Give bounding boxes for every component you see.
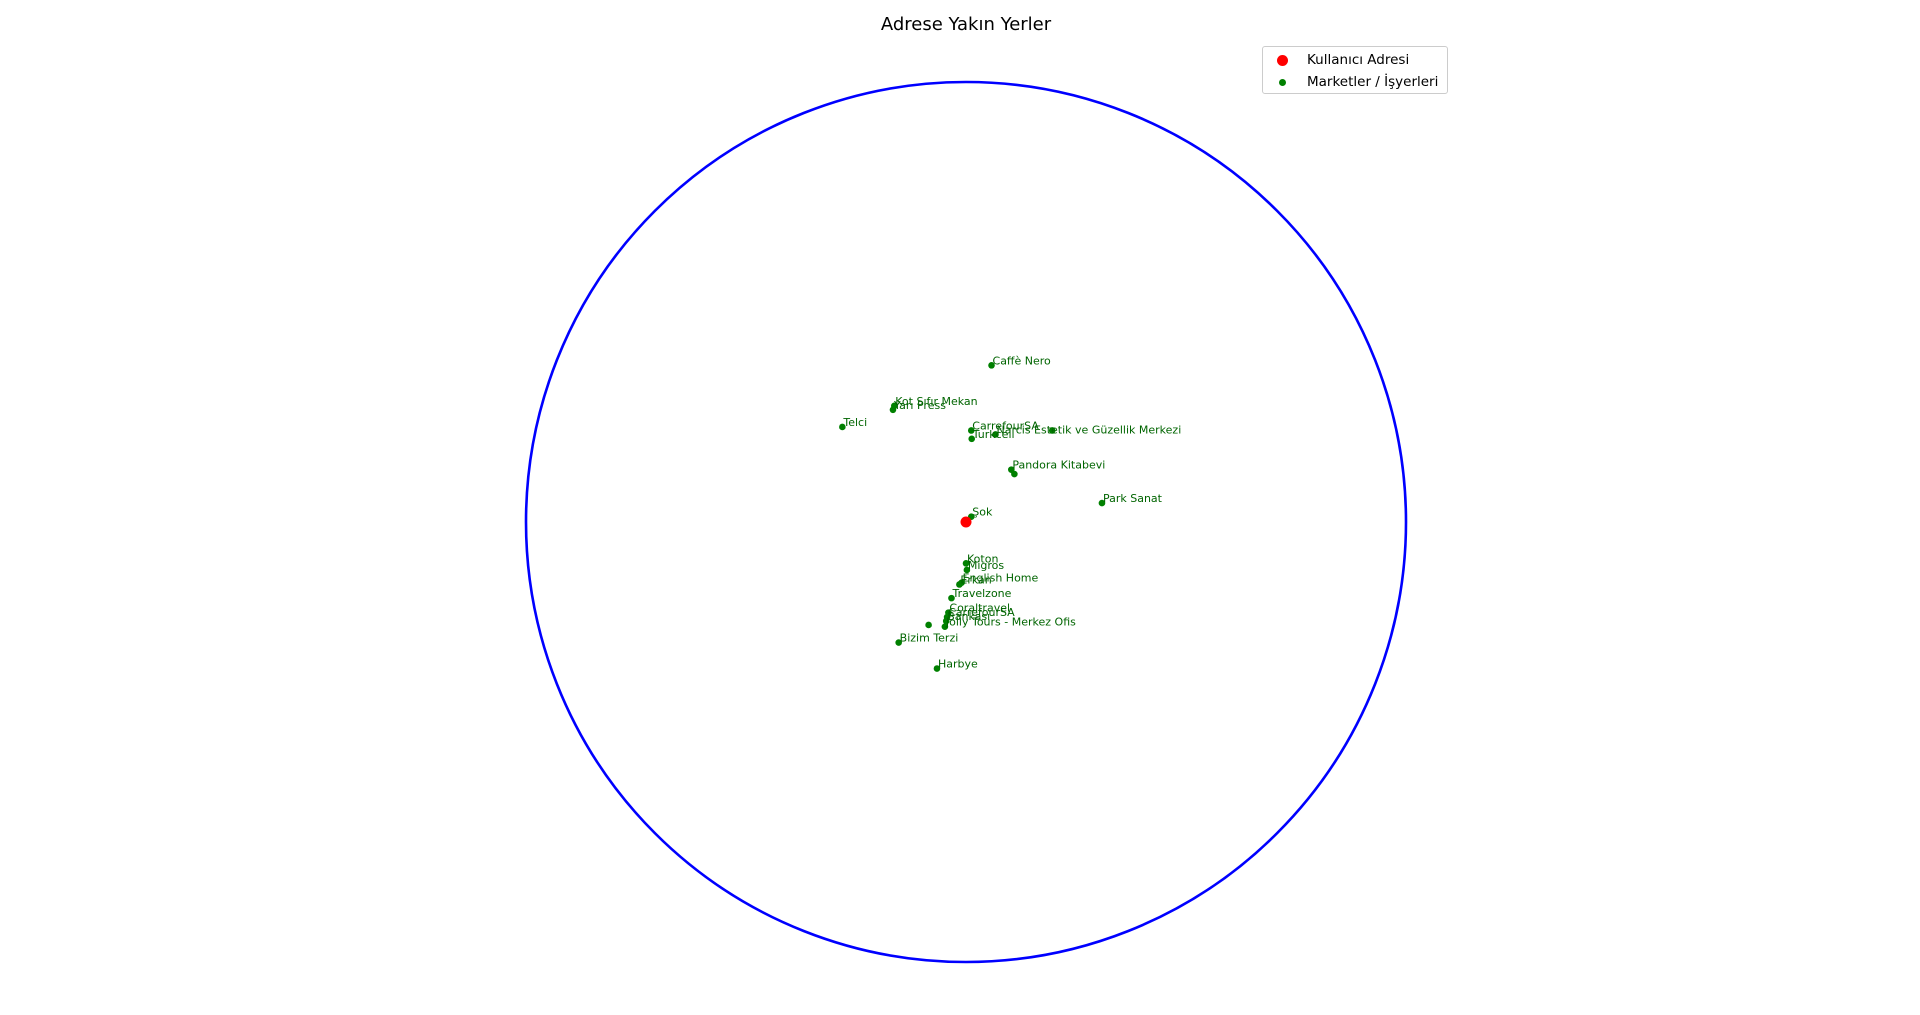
- place-label: Bankası: [947, 610, 990, 623]
- place-point: [895, 639, 902, 646]
- radius-circle: [524, 80, 1408, 964]
- place-label: Park Sanat: [1103, 492, 1163, 505]
- place-point: [962, 560, 970, 567]
- place-point: [941, 623, 949, 631]
- place-label: Koton: [967, 552, 998, 565]
- place-point: [1011, 470, 1018, 478]
- legend-marker-places: [1279, 79, 1286, 86]
- place-label: Yarı Press: [893, 399, 946, 412]
- place-label: CarrefourSA: [972, 419, 1039, 432]
- chart-title: Adrese Yakın Yerler: [881, 14, 1052, 35]
- place-label: Migros: [968, 559, 1005, 572]
- place-point: [992, 431, 999, 438]
- place-label: Harbye: [938, 658, 978, 671]
- place-label: Narcis Estetik ve Güzellik Merkezi: [996, 423, 1181, 436]
- place-point: [988, 362, 995, 369]
- legend-label-places: Marketler / İşyerleri: [1307, 74, 1439, 90]
- place-label: Kot Sıfır Mekan: [895, 395, 977, 408]
- places-layer: [839, 362, 1106, 672]
- place-label: Coraltravel: [949, 602, 1010, 615]
- place-label: Erkan: [960, 573, 991, 586]
- place-point: [948, 594, 955, 602]
- place-label: Pandora Kitabevi: [1012, 459, 1105, 472]
- place-label: English Home: [963, 572, 1039, 585]
- place-label: Bizim Terzi: [900, 632, 959, 645]
- legend-label-user: Kullanıcı Adresi: [1307, 52, 1410, 68]
- place-point: [956, 581, 963, 588]
- place-point: [967, 427, 975, 434]
- place-label: Jolly Tours - Merkez Ofis: [945, 616, 1076, 629]
- place-point: [889, 406, 897, 414]
- place-label: CarrefourSA: [948, 606, 1015, 619]
- place-point: [968, 435, 976, 443]
- place-point: [925, 621, 932, 629]
- place-point: [1098, 499, 1106, 507]
- place-label: Turkcell: [972, 428, 1015, 441]
- place-point: [839, 423, 846, 431]
- place-label: Caffè Nero: [993, 354, 1052, 367]
- legend: Kullanıcı Adresi Marketler / İşyerleri: [1262, 46, 1448, 94]
- place-label: Travelzone: [951, 587, 1011, 600]
- place-label: Şok: [972, 506, 993, 519]
- place-point: [942, 617, 950, 625]
- user-address-point: [960, 516, 972, 528]
- place-label: Telci: [842, 416, 867, 429]
- place-point: [963, 566, 971, 574]
- place-point: [1048, 427, 1056, 434]
- legend-marker-user: [1277, 55, 1288, 66]
- place-point: [933, 665, 941, 672]
